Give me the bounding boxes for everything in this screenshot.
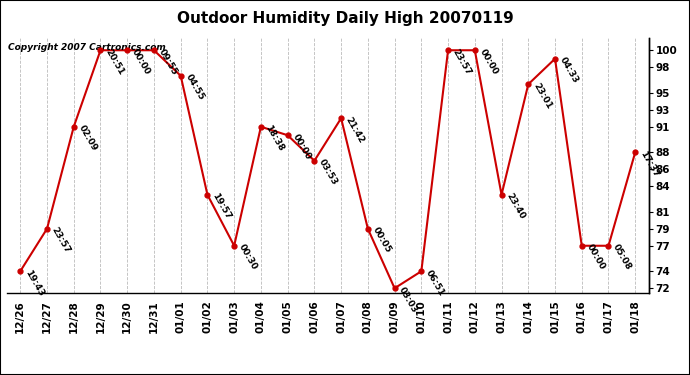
Text: 20:51: 20:51 (104, 48, 126, 76)
Text: 19:57: 19:57 (210, 192, 233, 222)
Text: 04:33: 04:33 (558, 56, 580, 85)
Text: 03:53: 03:53 (317, 158, 339, 187)
Text: 05:08: 05:08 (611, 243, 633, 272)
Text: 02:09: 02:09 (77, 124, 99, 153)
Text: 09:55: 09:55 (157, 48, 179, 77)
Text: 21:42: 21:42 (344, 116, 366, 145)
Text: 19:43: 19:43 (23, 268, 46, 298)
Text: 23:01: 23:01 (531, 81, 553, 111)
Text: 00:00: 00:00 (130, 48, 152, 76)
Text: 00:00: 00:00 (584, 243, 607, 272)
Text: 04:55: 04:55 (184, 73, 206, 102)
Text: 23:57: 23:57 (50, 226, 72, 255)
Text: 06:51: 06:51 (424, 268, 446, 298)
Text: 17:37: 17:37 (638, 150, 660, 179)
Text: 00:30: 00:30 (237, 243, 259, 272)
Text: 18:38: 18:38 (264, 124, 286, 153)
Text: 00:00: 00:00 (477, 48, 500, 76)
Text: 03:03: 03:03 (397, 285, 420, 315)
Text: Copyright 2007 Cartronics.com: Copyright 2007 Cartronics.com (8, 43, 166, 52)
Text: 23:57: 23:57 (451, 48, 473, 77)
Text: 00:05: 00:05 (371, 226, 393, 255)
Text: Outdoor Humidity Daily High 20070119: Outdoor Humidity Daily High 20070119 (177, 11, 513, 26)
Text: 00:00: 00:00 (290, 132, 313, 161)
Text: 23:40: 23:40 (504, 192, 526, 221)
